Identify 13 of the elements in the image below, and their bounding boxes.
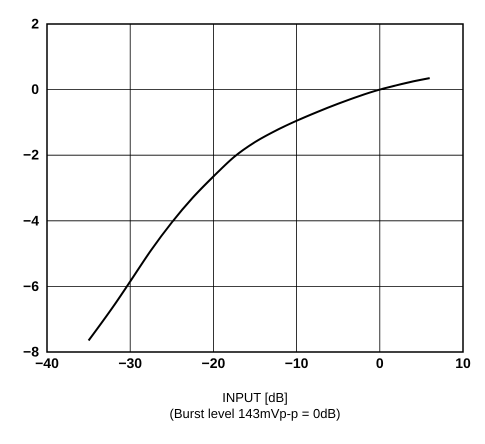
y-tick-label: −4	[23, 212, 40, 228]
x-tick-label: −30	[118, 354, 142, 371]
x-axis-title: INPUT [dB]	[222, 390, 288, 405]
y-tick-label: 0	[31, 81, 40, 98]
y-tick-label: −6	[23, 278, 40, 294]
x-tick-label: 0	[376, 354, 384, 371]
text: (Burst level 143mVp-p = 0dB)	[170, 406, 340, 421]
x-tick-label: −10	[284, 354, 309, 371]
y-tick-label: −2	[23, 146, 40, 163]
y-tick-label: −8	[23, 343, 40, 360]
x-tick-label: −20	[202, 354, 226, 371]
y-tick-label: 2	[31, 15, 40, 32]
x-tick-label: 10	[455, 354, 471, 371]
